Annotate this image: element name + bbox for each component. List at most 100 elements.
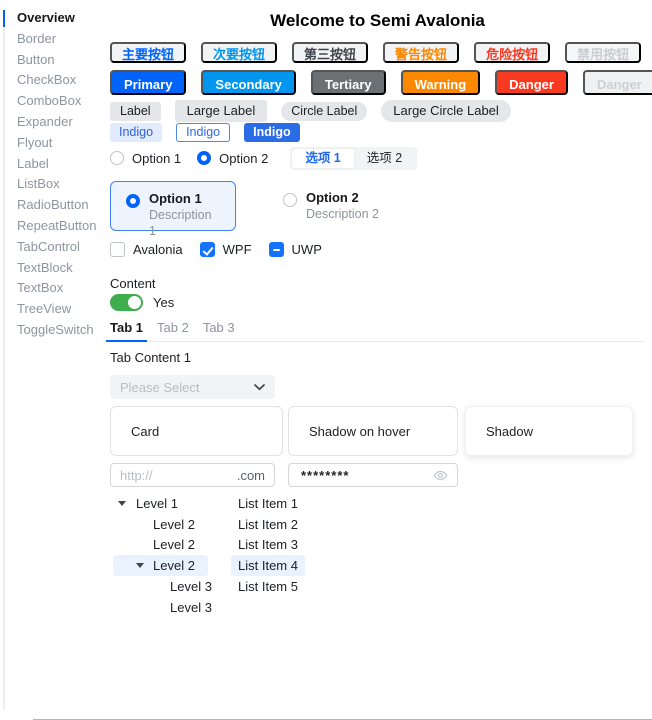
tree-item-level-2[interactable]: Level 2	[110, 514, 225, 535]
combobox[interactable]: Please Select	[110, 375, 275, 399]
segment-option-1[interactable]: 选项 1	[292, 148, 354, 168]
sidebar-item-border[interactable]: Border	[17, 30, 57, 46]
chevron-down-icon	[254, 383, 265, 390]
warning-button[interactable]: Warning	[400, 70, 481, 95]
radio-card-1-title: Option 1	[149, 191, 202, 206]
toggle-row: Yes	[110, 294, 174, 311]
combobox-placeholder: Please Select	[120, 379, 200, 395]
tab-1[interactable]: Tab 1	[106, 320, 147, 342]
danger-button[interactable]: Danger	[495, 70, 568, 95]
page-title: Welcome to Semi Avalonia	[270, 11, 485, 30]
light-tertiary-button[interactable]: 第三按钮	[292, 42, 369, 63]
sidebar-item-label[interactable]: Label	[17, 155, 49, 171]
sidebar-item-toggleswitch[interactable]: ToggleSwitch	[17, 321, 94, 337]
tab-3[interactable]: Tab 3	[202, 320, 235, 335]
sidebar-item-listbox[interactable]: ListBox	[17, 176, 60, 192]
light-button-row: 主要按钮 次要按钮 第三按钮 警告按钮 危险按钮 禁用按钮	[110, 42, 642, 63]
checkbox-indeterminate-icon[interactable]	[268, 242, 284, 257]
password-value: ********	[301, 467, 350, 483]
toggle-switch[interactable]	[110, 294, 143, 311]
sidebar-item-checkbox[interactable]: CheckBox	[17, 72, 77, 88]
tree-view: Level 1 Level 2 Level 2 Level 2 Level 3 …	[110, 493, 225, 618]
triangle-down-icon[interactable]	[118, 501, 126, 506]
checkbox-unchecked-icon[interactable]	[110, 242, 125, 257]
light-secondary-button[interactable]: 次要按钮	[201, 42, 278, 63]
radio-circle-icon[interactable]	[283, 193, 297, 207]
sidebar-item-expander[interactable]: Expander	[17, 113, 73, 129]
tab-2[interactable]: Tab 2	[157, 320, 189, 335]
sidebar-item-repeatbutton[interactable]: RepeatButton	[17, 217, 97, 233]
list-item-4-selected[interactable]: List Item 4	[231, 555, 305, 577]
tab-bar: Tab 1 Tab 2 Tab 3	[106, 320, 645, 342]
main-panel: Welcome to Semi Avalonia 主要按钮 次要按钮 第三按钮 …	[106, 0, 652, 720]
checkbox-uwp[interactable]: UWP	[268, 242, 322, 257]
radio-card-1-description: Description 1	[149, 208, 212, 238]
checkbox-wpf[interactable]: WPF	[199, 242, 252, 257]
sidebar-item-combobox[interactable]: ComboBox	[17, 93, 82, 109]
tree-item-level-3[interactable]: Level 3	[110, 597, 225, 618]
sidebar-item-radiobutton[interactable]: RadioButton	[17, 197, 89, 213]
checkbox-row: Avalonia WPF UWP	[110, 242, 322, 257]
radio-card-2-title: Option 2	[306, 190, 359, 205]
list-item-2[interactable]: List Item 2	[238, 516, 298, 532]
checkbox-uwp-label: UWP	[291, 242, 322, 257]
light-danger-button[interactable]: 危险按钮	[474, 42, 551, 63]
list-item-1[interactable]: List Item 1	[238, 495, 298, 511]
light-warning-button[interactable]: 警告按钮	[383, 42, 460, 63]
tertiary-button[interactable]: Tertiary	[310, 70, 386, 95]
triangle-down-icon[interactable]	[136, 563, 144, 569]
list-item-5[interactable]: List Item 5	[238, 579, 298, 595]
secondary-button[interactable]: Secondary	[201, 70, 296, 95]
list-box: List Item 1 List Item 2 List Item 3 List…	[231, 493, 311, 597]
card-shadow-on-hover[interactable]: Shadow on hover	[288, 406, 458, 456]
primary-button[interactable]: Primary	[110, 70, 187, 95]
sidebar-item-textblock[interactable]: TextBlock	[17, 259, 73, 275]
tree-item-level-3[interactable]: Level 3	[110, 576, 225, 597]
tree-item-level-2[interactable]: Level 2	[110, 535, 225, 556]
tab-content: Tab Content 1	[110, 350, 191, 365]
segmented-control: 选项 1 选项 2	[290, 146, 418, 170]
toggle-state-label: Yes	[153, 295, 175, 310]
radio-card-option-2[interactable]: Option 2 Description 2	[268, 181, 397, 231]
sidebar-item-textbox[interactable]: TextBox	[17, 280, 64, 296]
radio-circle-checked-icon[interactable]	[126, 194, 140, 208]
url-input[interactable]: http:// .com	[110, 463, 275, 487]
card-hover-label: Shadow on hover	[309, 423, 411, 439]
sidebar-item-flyout[interactable]: Flyout	[17, 134, 53, 150]
tag-row: Indigo Indigo Indigo	[110, 123, 300, 142]
radio-circle-checked-icon[interactable]	[197, 151, 212, 165]
tree-item-level-1[interactable]: Level 1	[110, 493, 225, 514]
solid-button-row: Primary Secondary Tertiary Warning Dange…	[110, 70, 652, 95]
checkbox-avalonia-label: Avalonia	[133, 242, 183, 257]
password-input[interactable]: ********	[288, 463, 458, 487]
radio-option-1-label: Option 1	[132, 150, 182, 166]
tree-item-label: Level 2	[153, 558, 195, 574]
checkbox-avalonia[interactable]: Avalonia	[110, 242, 183, 257]
sidebar-item-button[interactable]: Button	[17, 51, 55, 67]
nav-track	[3, 10, 5, 710]
checkbox-checked-icon[interactable]	[199, 242, 215, 257]
radio-card-option-1[interactable]: Option 1 Description 1	[110, 181, 236, 238]
label-large: Large Label	[174, 100, 268, 122]
radio-row: Option 1 Option 2 选项 1 选项 2	[110, 146, 418, 170]
light-primary-button[interactable]: 主要按钮	[110, 42, 187, 63]
radio-option-1[interactable]: Option 1	[110, 151, 181, 166]
checkbox-wpf-label: WPF	[222, 242, 252, 257]
sidebar-item-treeview[interactable]: TreeView	[17, 301, 72, 317]
radio-card-2-description: Description 2	[306, 207, 379, 221]
sidebar-item-overview[interactable]: Overview	[17, 10, 75, 25]
radio-card-row: Option 1 Description 1 Option 2 Descript…	[110, 181, 397, 238]
toggle-section-heading: Content	[110, 276, 156, 291]
eye-icon[interactable]	[433, 468, 457, 483]
radio-circle-icon[interactable]	[110, 151, 124, 165]
label-row: Label Large Label Circle Label Large Cir…	[110, 100, 511, 122]
sidebar-item-tabcontrol[interactable]: TabControl	[17, 238, 80, 254]
card-row: Card Shadow on hover Shadow	[110, 406, 633, 456]
sidebar: Overview Border Button CheckBox ComboBox…	[17, 8, 109, 341]
tree-item-level-2-selected[interactable]: Level 2	[110, 555, 225, 577]
list-item-3[interactable]: List Item 3	[238, 537, 298, 553]
segment-option-2[interactable]: 选项 2	[366, 150, 403, 165]
tree-item-label: Level 2	[153, 537, 195, 553]
radio-option-2[interactable]: Option 2	[197, 151, 268, 166]
